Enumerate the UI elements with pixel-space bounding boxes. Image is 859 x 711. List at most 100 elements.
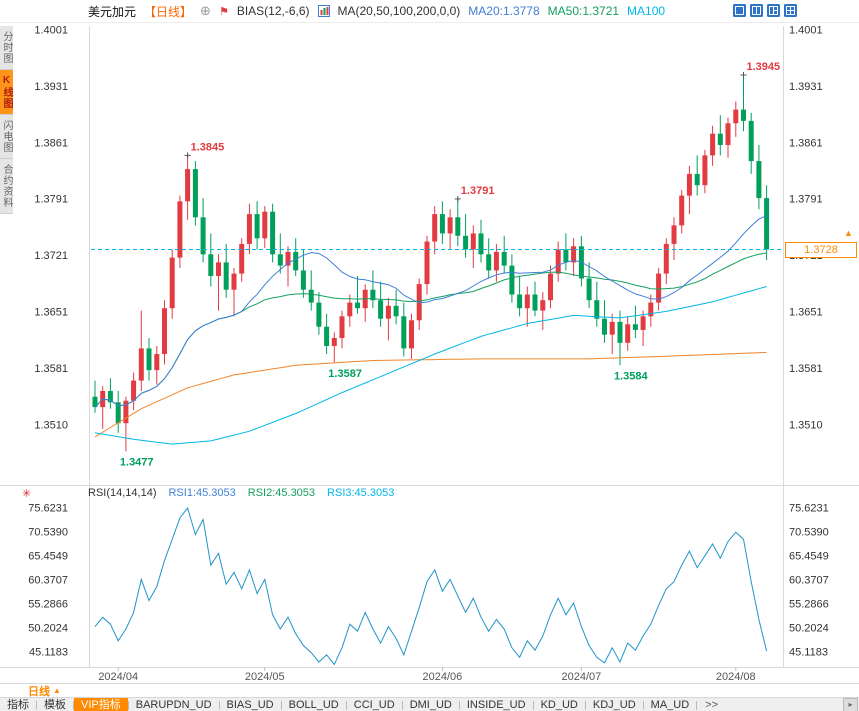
rsi-axis-label-right: 75.6231 (789, 503, 829, 515)
rsi-axis-label-left: 65.4549 (28, 551, 68, 563)
time-axis: 2024/04 2024/05 2024/06 2024/07 2024/08 (98, 667, 756, 683)
rsi-axis-label-left: 75.6231 (28, 503, 68, 515)
tab-indicator-dmi_ud[interactable]: DMI_UD (409, 699, 452, 711)
rsi-axis: 75.6231 75.6231 70.5390 70.5390 65.4549 65.45… (28, 503, 829, 659)
rsi-axis-label-right: 45.1183 (789, 647, 828, 659)
rsi-header: RSI(14,14,14) RSI1:45.3053 RSI2:45.3053 … (88, 487, 394, 499)
tab-separator (73, 700, 74, 710)
tab-separator (458, 700, 460, 710)
time-axis-label: 2024/08 (716, 671, 756, 683)
price-axis-label-right: 1.3651 (789, 307, 823, 319)
price-axis-label-left: 1.4001 (34, 25, 68, 37)
layout-single-icon[interactable] (733, 4, 746, 17)
latest-price-arrow-icon[interactable]: ▲ (844, 228, 853, 238)
rsi-indicator-label: RSI(14,14,14) (88, 487, 157, 499)
period-selector-label: 日线 (28, 685, 50, 698)
price-annotations: 1.3845 1.3945 1.3791 1.3587 1.3584 1.3477 (120, 61, 780, 468)
rsi-axis-label-right: 60.3707 (789, 575, 829, 587)
chart-type-sidebar: 分时图 K线图 闪电图 合约资料 (0, 26, 14, 214)
price-axis-label-right: 1.3581 (789, 363, 823, 375)
pane-borders (0, 22, 859, 668)
add-indicator-icon[interactable]: ⊕ (200, 3, 211, 18)
price-axis-label-left: 1.3510 (34, 419, 68, 431)
time-axis-label: 2024/07 (562, 671, 602, 683)
price-axis-label-right: 1.3931 (789, 81, 823, 93)
rsi-axis-label-left: 55.2866 (28, 599, 68, 611)
ma20-value: MA20:1.3778 (468, 4, 540, 18)
rsi-axis-label-right: 55.2866 (789, 599, 829, 611)
time-axis-label: 2024/05 (245, 671, 285, 683)
time-axis-label: 2024/04 (98, 671, 138, 683)
tab-separator (280, 700, 282, 710)
tab-indicator-ma_ud[interactable]: MA_UD (650, 699, 690, 711)
tab-indicator-kdj_ud[interactable]: KDJ_UD (592, 699, 636, 711)
sidebar-item-kline[interactable]: K线图 (0, 70, 13, 115)
tab-indicator-bias_ud[interactable]: BIAS_UD (226, 699, 274, 711)
tab-vip-indicators[interactable]: VIP指标 (74, 698, 128, 711)
price-axis-label-left: 1.3861 (34, 137, 68, 149)
chevron-up-icon: ▲ (53, 686, 61, 695)
rsi-line (94, 507, 768, 666)
rsi-axis-label-left: 45.1183 (29, 647, 68, 659)
low-annotation: 1.3584 (614, 370, 649, 382)
indicator-tab-bar: 指标 模板 VIP指标 BARUPDN_UD BIAS_UD BOLL_UD CCI_UD D… (0, 697, 859, 711)
chart-header: 美元加元 【日线】 ⊕ ⚑ BIAS(12,-6,6) MA(20,50,100… (0, 0, 859, 22)
scroll-right-icon[interactable]: ▸ (843, 698, 858, 711)
tab-separator (345, 700, 347, 710)
rsi2-value: RSI2:45.3053 (247, 487, 316, 499)
tab-templates[interactable]: 模板 (44, 699, 66, 711)
tab-separator (696, 700, 698, 710)
period-selector[interactable]: 日线 ▲ (28, 683, 61, 699)
layout-split-3-icon[interactable] (767, 4, 780, 17)
price-axis-label-left: 1.3721 (34, 250, 68, 262)
tab-indicator-inside_ud[interactable]: INSIDE_UD (466, 699, 526, 711)
pin-icon: ⚑ (218, 5, 229, 18)
tab-indicator-cci_ud[interactable]: CCI_UD (353, 699, 395, 711)
tab-indicator-barupdn_ud[interactable]: BARUPDN_UD (135, 699, 212, 711)
ma-indicator-icon (317, 5, 330, 17)
symbol-name: 美元加元 (88, 4, 137, 19)
price-axis-label-left: 1.3581 (34, 363, 68, 375)
ma100-line (94, 286, 767, 445)
price-axis-label-right: 1.4001 (789, 25, 823, 37)
ma-indicator-label: MA(20,50,100,200,0,0) (337, 4, 461, 18)
tab-separator (642, 700, 644, 710)
high-annotation: 1.3791 (461, 185, 495, 197)
low-annotation: 1.3477 (120, 456, 154, 468)
sidebar-item-timeshare[interactable]: 分时图 (0, 26, 13, 70)
tab-separator (127, 700, 129, 710)
tab-indicators[interactable]: 指标 (7, 699, 29, 711)
tab-indicator-boll_ud[interactable]: BOLL_UD (288, 699, 339, 711)
sidebar-item-flash[interactable]: 闪电图 (0, 115, 13, 159)
ma50-value: MA50:1.3721 (547, 4, 620, 18)
tab-separator (36, 700, 37, 710)
rsi-axis-label-right: 50.2024 (789, 623, 829, 635)
period-bar: 日线 ▲ (0, 683, 859, 699)
current-price-tag: 1.3728 (785, 242, 857, 258)
ma100-value: MA100 (627, 4, 666, 18)
price-axis: 1.4001 1.4001 1.3931 1.3931 1.3861 1.3861 1.37… (34, 25, 822, 432)
tab-separator (584, 700, 586, 710)
layout-icon-group (733, 4, 797, 17)
tab-indicator-kd_ud[interactable]: KD_UD (540, 699, 578, 711)
time-axis-label: 2024/06 (423, 671, 463, 683)
price-axis-label-right: 1.3510 (789, 419, 823, 431)
rsi-axis-label-left: 60.3707 (28, 575, 68, 587)
high-annotation: 1.3945 (747, 61, 781, 73)
ma200-line (94, 351, 767, 438)
rsi1-value: RSI1:45.3053 (168, 487, 236, 499)
period-tag[interactable]: 【日线】 (144, 4, 193, 19)
price-axis-label-left: 1.3651 (34, 307, 68, 319)
more-indicators-button[interactable]: >> (705, 699, 719, 711)
ma20-line (94, 215, 767, 408)
candles-group (92, 75, 770, 452)
tab-separator (218, 700, 220, 710)
sidebar-item-contract-info[interactable]: 合约资料 (0, 159, 13, 214)
layout-grid-4-icon[interactable] (784, 4, 797, 17)
layout-split-2-icon[interactable] (750, 4, 763, 17)
tab-separator (401, 700, 403, 710)
rsi-axis-label-left: 70.5390 (28, 527, 68, 539)
rsi3-value: RSI3:45.3053 (327, 487, 395, 499)
rsi-settings-icon[interactable]: ✳ (22, 488, 32, 500)
